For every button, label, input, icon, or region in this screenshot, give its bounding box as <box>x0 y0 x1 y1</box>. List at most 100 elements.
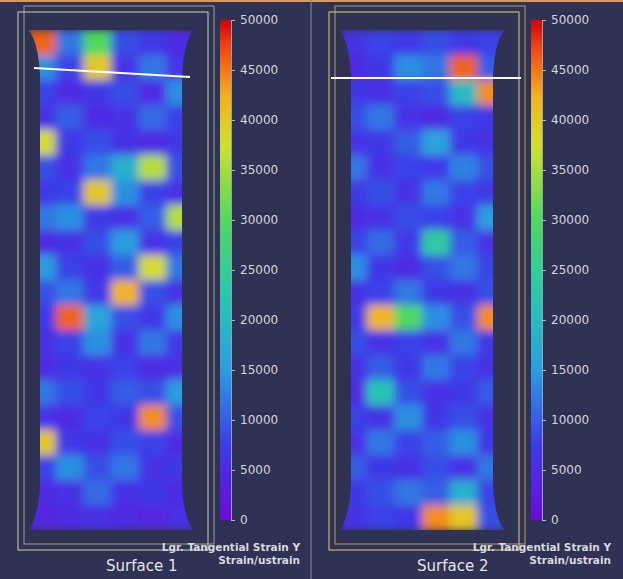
cell <box>111 205 139 231</box>
cell <box>28 505 56 531</box>
cell <box>450 380 478 406</box>
cell <box>422 305 450 331</box>
cell <box>83 130 111 156</box>
cell <box>28 430 56 456</box>
tick: 25000 <box>231 263 278 277</box>
cell <box>477 355 505 381</box>
cell <box>139 430 167 456</box>
cell <box>111 480 139 506</box>
cell <box>111 380 139 406</box>
cell <box>450 280 478 306</box>
cell <box>422 55 450 81</box>
cell <box>56 280 84 306</box>
cell <box>422 405 450 431</box>
reference-line <box>34 68 190 77</box>
cell <box>111 255 139 281</box>
cell <box>367 405 395 431</box>
cell <box>56 480 84 506</box>
cell <box>367 380 395 406</box>
cell <box>422 380 450 406</box>
tick: 0 <box>542 513 559 527</box>
cell <box>83 330 111 356</box>
cell <box>83 455 111 481</box>
tick: 40000 <box>542 113 589 127</box>
panel-title: Surface 1 <box>106 557 177 575</box>
figure: 0500010000150002000025000300003500040000… <box>0 0 623 579</box>
cell <box>367 430 395 456</box>
cell <box>56 155 84 181</box>
tick-mark <box>231 120 235 121</box>
cell <box>166 205 194 231</box>
cell <box>83 80 111 106</box>
cell <box>166 230 194 256</box>
cell <box>422 505 450 531</box>
cell <box>166 405 194 431</box>
cell <box>139 505 167 531</box>
cell <box>111 330 139 356</box>
cell <box>83 380 111 406</box>
cell <box>56 255 84 281</box>
cell <box>394 405 422 431</box>
cell <box>477 155 505 181</box>
tick-label: 20000 <box>551 313 589 327</box>
cell <box>139 180 167 206</box>
cell <box>450 230 478 256</box>
cell <box>139 130 167 156</box>
cell <box>83 480 111 506</box>
tick: 45000 <box>542 63 589 77</box>
cell <box>83 180 111 206</box>
tick-label: 20000 <box>240 313 278 327</box>
tick: 0 <box>231 513 248 527</box>
tick-label: 45000 <box>240 63 278 77</box>
cell <box>339 330 367 356</box>
cell <box>56 130 84 156</box>
cells <box>28 30 195 531</box>
tick-mark <box>231 220 235 221</box>
cell <box>477 80 505 106</box>
cell <box>339 505 367 531</box>
tick: 30000 <box>542 213 589 227</box>
cell <box>166 280 194 306</box>
cell <box>139 30 167 56</box>
tick: 5000 <box>542 463 582 477</box>
cell <box>477 55 505 81</box>
cell <box>367 30 395 56</box>
tick-label: 30000 <box>240 213 278 227</box>
cell <box>28 230 56 256</box>
cell <box>56 55 84 81</box>
cell <box>422 30 450 56</box>
tick-mark <box>542 170 546 171</box>
cell <box>139 355 167 381</box>
cell <box>477 330 505 356</box>
cell <box>367 80 395 106</box>
cell <box>111 55 139 81</box>
cell <box>422 205 450 231</box>
cell <box>28 30 56 56</box>
panel-title: Surface 2 <box>417 557 488 575</box>
tick-label: 40000 <box>551 113 589 127</box>
cell <box>83 105 111 131</box>
cell <box>111 155 139 181</box>
cell <box>139 305 167 331</box>
cell <box>422 280 450 306</box>
cell <box>28 405 56 431</box>
cell <box>339 55 367 81</box>
cell <box>83 355 111 381</box>
tick-label: 0 <box>240 513 248 527</box>
cell <box>394 455 422 481</box>
tick-label: 10000 <box>240 413 278 427</box>
cell <box>367 455 395 481</box>
cell <box>450 130 478 156</box>
cell <box>422 230 450 256</box>
cell <box>56 355 84 381</box>
cell <box>339 455 367 481</box>
cell <box>422 105 450 131</box>
cell <box>139 80 167 106</box>
tick-label: 5000 <box>240 463 271 477</box>
cell <box>339 280 367 306</box>
cell <box>450 430 478 456</box>
tick: 40000 <box>231 113 278 127</box>
cell <box>339 230 367 256</box>
cell <box>28 155 56 181</box>
cell <box>477 105 505 131</box>
